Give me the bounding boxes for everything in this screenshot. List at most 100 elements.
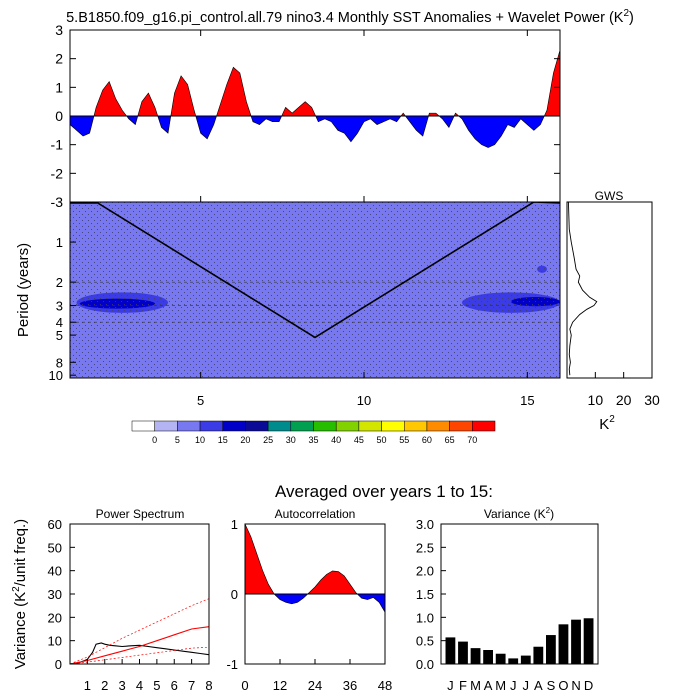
- power-spectrum-title: Power Spectrum: [96, 507, 185, 521]
- colorbar-swatch-2: [177, 420, 201, 432]
- colorbar-swatch-13: [426, 420, 450, 432]
- gws-title: GWS: [595, 189, 624, 203]
- colorbar-label: 45: [354, 435, 364, 445]
- sst-ytick-label: 3: [55, 22, 63, 38]
- sst-anomaly-positive-area-9: [281, 101, 316, 116]
- colorbar-swatch-14: [449, 420, 473, 432]
- colorbar-swatch-4: [222, 420, 246, 432]
- sst-ytick-label: 1: [55, 79, 63, 95]
- sst-ytick-label: -1: [51, 137, 64, 153]
- colorbar-label: 30: [286, 435, 296, 445]
- sst-anomaly-negative-area-0: [70, 116, 94, 137]
- power-spectrum-red_noise-line: [70, 626, 209, 664]
- variance-ytick-label: 1.5: [416, 587, 434, 602]
- colorbar-label: 70: [467, 435, 477, 445]
- variance-bar-J: [445, 637, 456, 664]
- sst-anomaly-positive-area-7: [216, 67, 252, 116]
- sst-anomaly-negative-area-14: [439, 116, 455, 128]
- colorbar-swatch-10: [358, 420, 382, 432]
- gws-xtick-label: 30: [644, 392, 660, 408]
- variance-ytick-label: 0.5: [416, 634, 434, 649]
- variance-bar-N: [571, 619, 581, 664]
- variance-bar-O: [558, 624, 569, 664]
- sst-ytick-label: 2: [55, 51, 63, 67]
- variance-bar-M: [495, 653, 506, 664]
- wavelet-xtick-label: 15: [520, 393, 534, 408]
- variance-bar-J: [508, 658, 519, 664]
- colorbar-label: 20: [240, 435, 250, 445]
- colorbar-swatch-6: [267, 420, 292, 432]
- variance-month-label: M: [495, 678, 506, 693]
- autocorrelation-panel: Autocorrelation 10-10 12 24 36 48: [226, 507, 392, 693]
- power-spectrum-lower_bound-line: [70, 646, 209, 664]
- sst-anomaly-panel: 3 2 1 0 -1 -2 -3: [51, 22, 561, 210]
- colorbar-swatch-0: [131, 420, 155, 432]
- power-spectrum-ylabel: Variance (K2/unit freq.): [11, 519, 29, 669]
- sst-anomaly-positive-area-1: [93, 81, 127, 116]
- variance-title: Variance (K2): [484, 506, 554, 521]
- power-spectrum-ytick-label: 0: [55, 657, 62, 672]
- sst-ytick-label: 0: [55, 108, 63, 124]
- variance-bar-S: [546, 635, 556, 664]
- colorbar-swatch-8: [313, 420, 337, 432]
- power-spectrum-ytick-label: 10: [48, 634, 62, 649]
- power-spectrum-ytick-label: 30: [48, 587, 62, 602]
- figure-title: 5.B1850.f09_g16.pi_control.all.79 nino3.…: [66, 8, 634, 26]
- variance-bar-J: [520, 655, 531, 664]
- variance-ytick-label: 2.0: [416, 564, 434, 579]
- colorbar-label: 60: [422, 435, 432, 445]
- autocorrelation-ytick-label: 1: [231, 517, 238, 532]
- sst-anomaly-negative-area-16: [458, 116, 545, 148]
- variance-month-label: J: [510, 678, 517, 693]
- sst-anomaly-negative-area-4: [157, 116, 171, 134]
- gws-panel: GWS 10 20 30 K2: [566, 189, 660, 433]
- autocorrelation-xtick-label: 12: [273, 678, 287, 693]
- variance-bar-F: [458, 641, 468, 664]
- colorbar-swatch-1: [154, 420, 178, 432]
- variance-month-label: O: [558, 678, 568, 693]
- sst-anomaly-line: [70, 49, 560, 148]
- power-spectrum-ytick-label: 20: [48, 610, 62, 625]
- sst-anomaly-negative-area-2: [126, 116, 138, 125]
- wavelet-xtick-label: 10: [357, 393, 371, 408]
- gws-xlabel: K2: [599, 414, 615, 433]
- variance-month-label: D: [584, 678, 593, 693]
- autocorrelation-xtick-label: 0: [241, 678, 248, 693]
- power-spectrum-xtick-label: 2: [101, 678, 108, 693]
- sst-anomaly-negative-area-10: [315, 116, 402, 142]
- variance-bar-M: [470, 648, 481, 664]
- wavelet-frame: [69, 201, 561, 379]
- wavelet-ytick-label: 8: [56, 355, 63, 370]
- sst-anomaly-positive-area-11: [401, 113, 406, 116]
- power-spectrum-xtick-label: 6: [171, 678, 178, 693]
- power-spectrum-frame: [69, 523, 210, 665]
- monthly-variance-panel: Variance (K2) 0.00.51.01.52.02.53.0J F M A M…: [416, 506, 599, 693]
- sst-ytick-label: -3: [51, 194, 64, 210]
- variance-ytick-label: 0.0: [416, 657, 434, 672]
- autocorrelation-negative-area-1: [274, 594, 308, 604]
- sst-anomaly-negative-area-12: [405, 116, 429, 137]
- variance-bar-D: [583, 618, 594, 664]
- autocorrelation-ytick-label: -1: [226, 657, 238, 672]
- autocorrelation-xtick-label: 48: [378, 678, 392, 693]
- colorbar-label: 15: [218, 435, 228, 445]
- power-spectrum-ytick-label: 60: [48, 517, 62, 532]
- power-spectrum-xtick-label: 5: [153, 678, 160, 693]
- colorbar-swatch-11: [381, 420, 405, 432]
- sst-ytick-label: -2: [51, 165, 64, 181]
- variance-month-label: A: [484, 678, 493, 693]
- autocorrelation-ytick-label: 0: [231, 587, 238, 602]
- power-spectrum-xtick-label: 1: [84, 678, 91, 693]
- wavelet-ylabel: Period (years): [15, 243, 32, 337]
- wavelet-ytick-label: 2: [56, 275, 63, 290]
- gws-frame: [566, 201, 653, 379]
- variance-month-label: N: [571, 678, 580, 693]
- variance-month-label: J: [523, 678, 530, 693]
- power-spectrum-xtick-label: 7: [188, 678, 195, 693]
- sst-anomaly-negative-area-8: [251, 116, 282, 125]
- variance-month-label: J: [447, 678, 454, 693]
- colorbar-label: 50: [377, 435, 387, 445]
- power-spectrum-upper_bound-line: [70, 598, 209, 664]
- sst-anomaly-positive-area-5: [170, 75, 196, 116]
